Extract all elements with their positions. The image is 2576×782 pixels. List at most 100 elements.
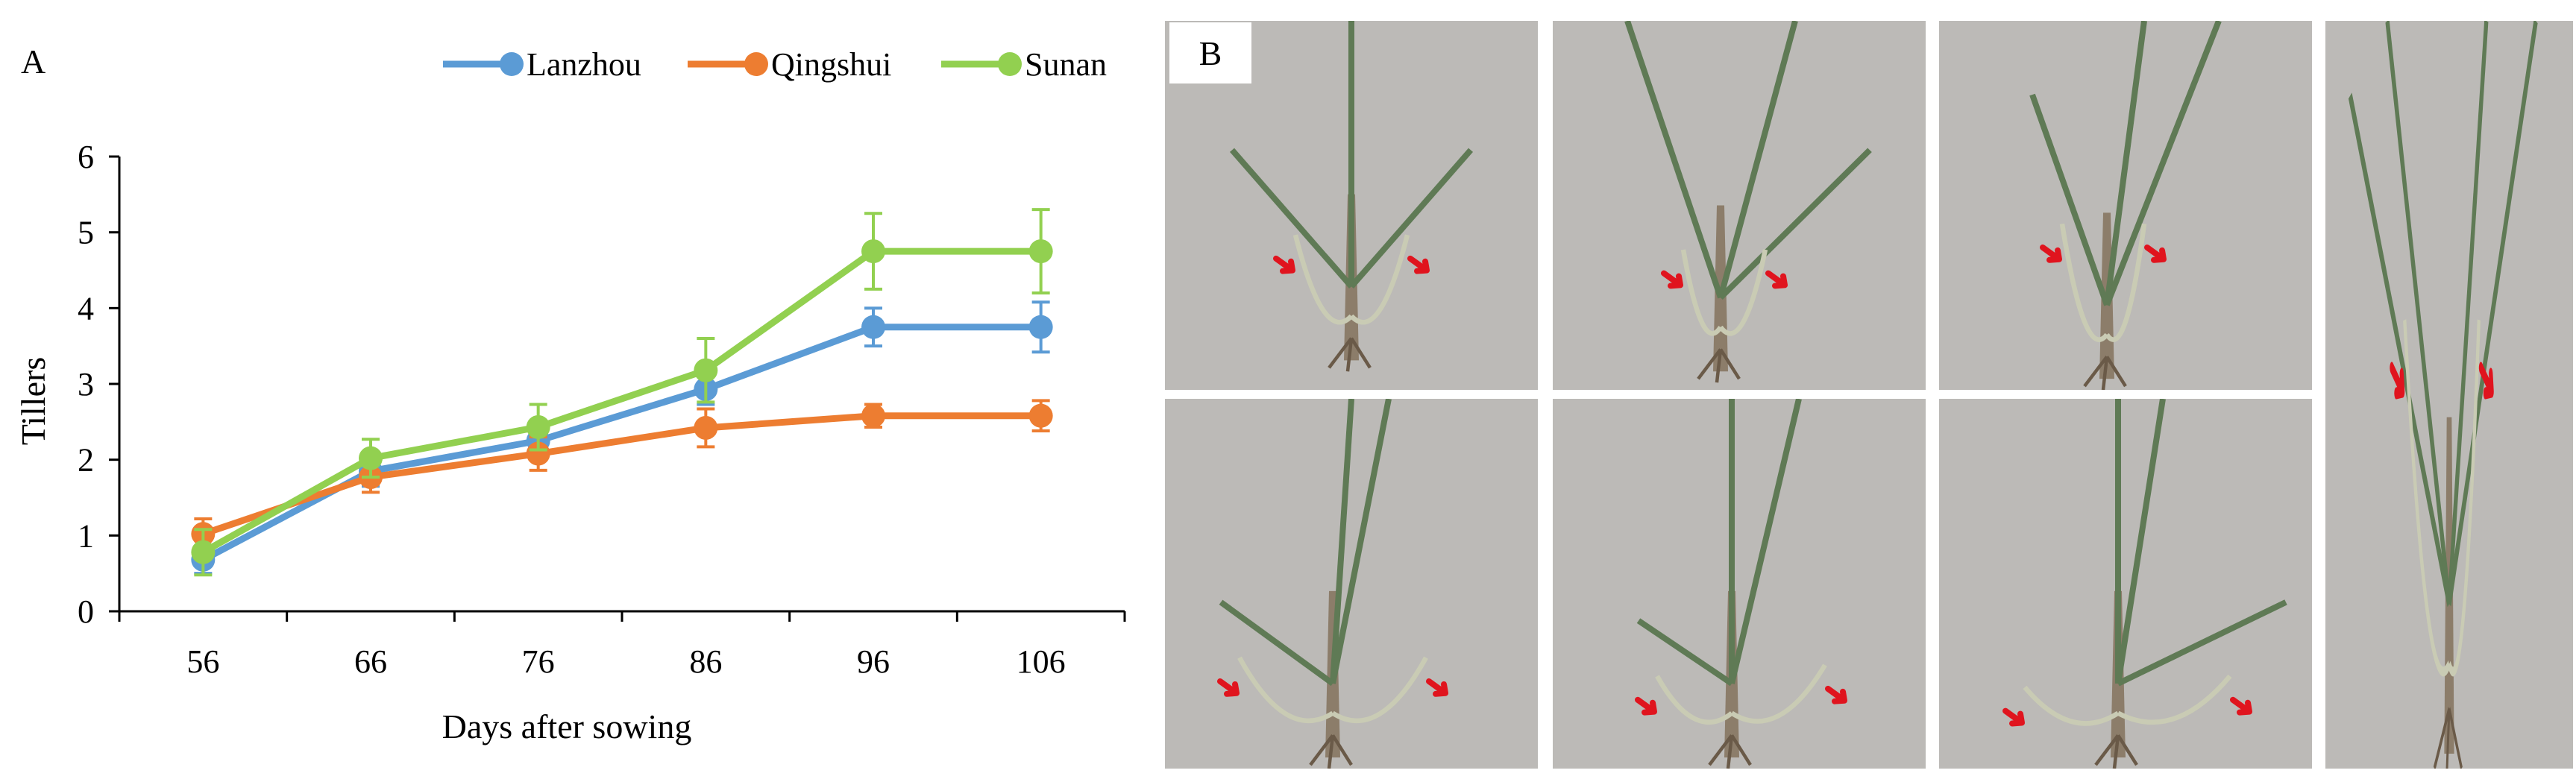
- red-arrow-marker: [1661, 270, 1683, 289]
- plant-roots: [1708, 734, 1752, 769]
- y-axis-label: Tillers: [14, 357, 52, 445]
- y-tick-label: 2: [78, 442, 94, 479]
- legend-item-lanzhou: Lanzhou: [443, 46, 641, 83]
- y-tick-label: 5: [78, 215, 94, 251]
- tiller-shoot: [1680, 249, 1723, 336]
- legend-label-qingshui: Qingshui: [771, 46, 891, 83]
- tiller-shoot: [1349, 234, 1410, 325]
- photo-background: [1939, 21, 2312, 390]
- plant-leaf-blade: [2348, 92, 2451, 608]
- plant-leaf-blade: [2029, 93, 2110, 306]
- photo-background: [1553, 21, 1926, 390]
- photo-background: [1553, 399, 1926, 769]
- plant-illustration: [2325, 21, 2573, 769]
- plant-leaf-blade: [2115, 399, 2166, 684]
- tiller-shoot: [2403, 319, 2451, 677]
- y-tick-label: 1: [78, 517, 94, 554]
- legend-label-lanzhou: Lanzhou: [527, 46, 641, 83]
- series-qingshui: [191, 399, 1053, 551]
- x-tick-label: 86: [689, 643, 722, 680]
- plant-leaf-blade: [1718, 148, 1872, 300]
- tiller-shoot: [1730, 663, 1827, 724]
- x-axis-label: Days after sowing: [442, 707, 692, 745]
- photo-panel-4: [1165, 399, 1538, 769]
- data-point-qingshui: [861, 403, 885, 428]
- plant-illustration: [1939, 399, 2312, 769]
- y-tick-label: 0: [78, 593, 94, 630]
- plant-leaf-blade: [1348, 148, 1474, 288]
- plant-illustration: [1939, 21, 2312, 390]
- data-point-sunan: [1028, 239, 1053, 264]
- plant-roots: [1697, 348, 1741, 383]
- x-tick-label: 56: [186, 643, 219, 680]
- plant-leaf-blade: [1624, 21, 1724, 299]
- legend-item-qingshui: Qingshui: [688, 46, 891, 83]
- plant-roots: [2433, 707, 2463, 769]
- plant-roots: [1328, 337, 1372, 372]
- plant-leaf-blade: [1330, 399, 1392, 684]
- data-point-qingshui: [526, 441, 550, 466]
- data-point-sunan: [191, 540, 216, 564]
- tiller-shoot: [1237, 656, 1334, 723]
- tiller-shoot: [2117, 674, 2232, 725]
- tiller-shoot: [1718, 249, 1768, 336]
- y-tick-label: 3: [78, 366, 94, 403]
- plant-leaf-blade: [1229, 148, 1354, 288]
- x-tick-label: 106: [1017, 643, 1066, 680]
- plant-illustration: [1165, 399, 1538, 769]
- red-arrow-marker: [1273, 255, 1295, 274]
- plant-roots: [2083, 356, 2127, 390]
- photo-panel-3: [1939, 21, 2312, 390]
- y-tick-label: 4: [78, 290, 94, 327]
- plant-leaf-blade: [1718, 21, 1798, 299]
- plant-leaf-blade: [2104, 21, 2222, 306]
- photo-panel-6: [1939, 399, 2312, 769]
- legend-item-sunan: Sunan: [941, 46, 1107, 83]
- plant-roots: [1309, 734, 1353, 769]
- panel-b-label: B: [1169, 22, 1251, 83]
- legend-marker-qingshui: [744, 52, 768, 76]
- tiller-shoot: [2105, 223, 2147, 342]
- x-tick-label: 66: [354, 643, 387, 680]
- data-point-sunan: [694, 358, 718, 382]
- data-point-lanzhou: [1028, 315, 1053, 339]
- red-arrow-marker: [1426, 678, 1448, 697]
- series-sunan: [191, 208, 1053, 577]
- chart-legend: Lanzhou Qingshui Sunan: [443, 46, 1107, 83]
- data-point-sunan: [861, 239, 885, 264]
- panel-a-label: A: [21, 42, 45, 81]
- plant-illustration: [1553, 399, 1926, 769]
- legend-marker-sunan: [998, 52, 1022, 76]
- data-point-sunan: [359, 446, 383, 470]
- series-line-qingshui: [201, 412, 1041, 537]
- series-line-sunan: [201, 247, 1041, 555]
- x-tick-label: 76: [522, 643, 555, 680]
- red-arrow-marker: [1407, 255, 1430, 274]
- plant-leaf-blade: [1636, 618, 1734, 687]
- photo-background: [1939, 399, 2312, 769]
- tiller-shoot: [2023, 685, 2120, 726]
- legend-marker-lanzhou: [500, 52, 524, 76]
- plant-roots: [2094, 734, 2138, 769]
- tiller-shoot: [1292, 234, 1354, 325]
- tiller-shoot: [2448, 319, 2481, 677]
- data-point-sunan: [526, 414, 550, 439]
- photo-panel-7: [2325, 21, 2573, 769]
- plant-leaf-blade: [2447, 21, 2538, 607]
- chart-plot-area: [191, 208, 1053, 577]
- plant-illustration: [1553, 21, 1926, 390]
- data-point-qingshui: [1028, 403, 1053, 428]
- red-arrow-marker: [2478, 362, 2494, 400]
- tiller-shoot: [1655, 675, 1734, 725]
- red-arrow-marker: [2040, 244, 2062, 263]
- x-tick-label: 96: [857, 643, 890, 680]
- plant-leaf-blade: [1330, 399, 1354, 684]
- plant-leaf-blade: [1729, 399, 1802, 684]
- red-arrow-marker: [1765, 270, 1788, 289]
- data-point-qingshui: [694, 415, 718, 440]
- photo-panel-2: [1553, 21, 1926, 390]
- tiller-shoot: [2059, 223, 2109, 342]
- red-arrow-marker: [2390, 362, 2405, 400]
